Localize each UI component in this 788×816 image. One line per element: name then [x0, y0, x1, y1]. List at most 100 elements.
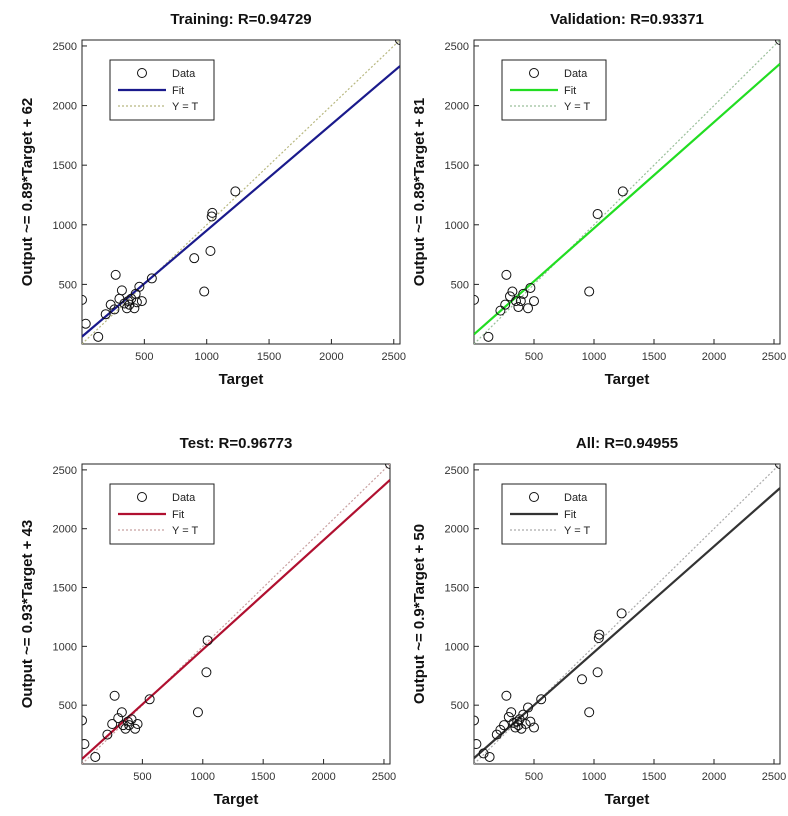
legend-label: Fit: [564, 85, 576, 97]
legend-label: Data: [564, 68, 588, 80]
data-point: [202, 635, 213, 646]
panel-all: 500 1000 1500 2000 2500 500 1000 1500 2000 2500 Al…: [411, 435, 786, 808]
y-tick-label: 2000: [53, 524, 77, 536]
y-tick-label: 1500: [53, 160, 77, 172]
y-tick-label: 2000: [445, 101, 469, 113]
data-point: [592, 209, 603, 220]
data-point: [525, 282, 536, 293]
y-tick-label: 1500: [53, 583, 77, 595]
fit-line: [474, 62, 780, 336]
legend-data-marker: [137, 68, 147, 78]
data-point: [82, 715, 87, 726]
x-axis-label: Target: [605, 791, 650, 808]
x-tick-label: 2000: [702, 351, 726, 363]
x-tick-label: 2500: [382, 351, 406, 363]
x-tick-label: 2500: [762, 351, 786, 363]
legend-label: Data: [172, 68, 196, 80]
panel-validation: 500 1000 1500 2000 2500 500 1000 1500 2000 2500 Va…: [411, 11, 786, 388]
data-point: [529, 722, 539, 733]
panel-test: 500 1000 1500 2000 2500 500 1000 1500 2000 2500 Te…: [19, 435, 396, 808]
data-point: [484, 751, 495, 762]
data-point: [82, 294, 87, 305]
data-point: [134, 281, 145, 292]
x-tick-label: 2500: [762, 771, 786, 783]
data-point: [124, 299, 135, 310]
legend-data-marker: [529, 492, 539, 502]
y-tick-label: 2500: [53, 41, 77, 53]
data-point: [501, 269, 512, 280]
data-point: [483, 331, 494, 342]
x-tick-label: 1500: [251, 771, 275, 783]
y-tick-label: 500: [59, 279, 77, 291]
data-point: [616, 608, 627, 619]
data-point: [201, 667, 212, 678]
x-tick-label: 1000: [191, 771, 215, 783]
x-tick-label: 500: [133, 771, 151, 783]
data-point: [205, 246, 216, 257]
x-tick-label: 2000: [311, 771, 335, 783]
data-point: [113, 713, 124, 724]
data-point: [82, 318, 91, 329]
data-point: [500, 299, 511, 310]
data-point: [116, 285, 127, 296]
legend-label: Y = T: [172, 101, 198, 113]
x-axis-label: Target: [214, 791, 259, 808]
chart-title: All: R=0.94955: [576, 435, 678, 452]
legend-label: Data: [172, 492, 196, 504]
data-point: [511, 296, 521, 307]
data-point: [130, 723, 141, 734]
y-axis-label: Output ~= 0.93*Target + 43: [19, 520, 36, 709]
data-point: [132, 719, 143, 729]
data-point: [93, 331, 104, 342]
data-point: [510, 722, 521, 733]
data-point: [520, 719, 531, 729]
x-tick-label: 2000: [319, 351, 343, 363]
data-point: [525, 716, 536, 727]
data-point: [513, 302, 524, 313]
chart-title: Test: R=0.96773: [180, 435, 293, 452]
data-point: [499, 720, 509, 731]
legend-label: Fit: [564, 509, 576, 521]
y-tick-label: 2500: [53, 465, 77, 477]
data-point: [594, 629, 605, 640]
y-tick-label: 1500: [445, 583, 469, 595]
data-point: [230, 186, 241, 197]
y-tick-label: 500: [451, 700, 469, 712]
data-point: [518, 288, 529, 299]
data-point: [206, 211, 217, 222]
x-tick-label: 1500: [642, 771, 666, 783]
legend: Data Fit Y = T: [501, 59, 607, 121]
data-point: [536, 694, 547, 705]
x-tick-label: 500: [525, 771, 543, 783]
x-axis-label: Target: [605, 371, 650, 388]
y-tick-label: 1000: [53, 220, 77, 232]
y-tick-label: 2000: [445, 524, 469, 536]
chart-title: Training: R=0.94729: [170, 11, 311, 28]
data-point: [529, 296, 539, 307]
data-point: [507, 286, 518, 297]
data-point: [584, 707, 595, 718]
data-point: [144, 694, 155, 705]
x-tick-label: 500: [525, 351, 543, 363]
y-axis-label: Output ~= 0.89*Target + 62: [19, 98, 36, 287]
data-point: [189, 253, 200, 264]
fit-line: [474, 487, 780, 759]
x-tick-label: 1000: [582, 351, 606, 363]
fit-line: [82, 479, 390, 760]
data-point: [110, 269, 121, 280]
fit-line: [82, 65, 400, 338]
legend-label: Y = T: [564, 101, 590, 113]
data-point: [136, 296, 147, 307]
data-point: [192, 707, 203, 718]
y-tick-label: 500: [451, 279, 469, 291]
x-tick-label: 1000: [194, 351, 218, 363]
data-point: [207, 207, 218, 218]
data-point: [199, 286, 210, 297]
data-point: [478, 748, 489, 759]
legend: Data Fit Y = T: [501, 483, 607, 545]
data-point: [523, 303, 533, 314]
x-tick-label: 1000: [582, 771, 606, 783]
legend-label: Fit: [172, 85, 184, 97]
y-tick-label: 1000: [445, 220, 469, 232]
